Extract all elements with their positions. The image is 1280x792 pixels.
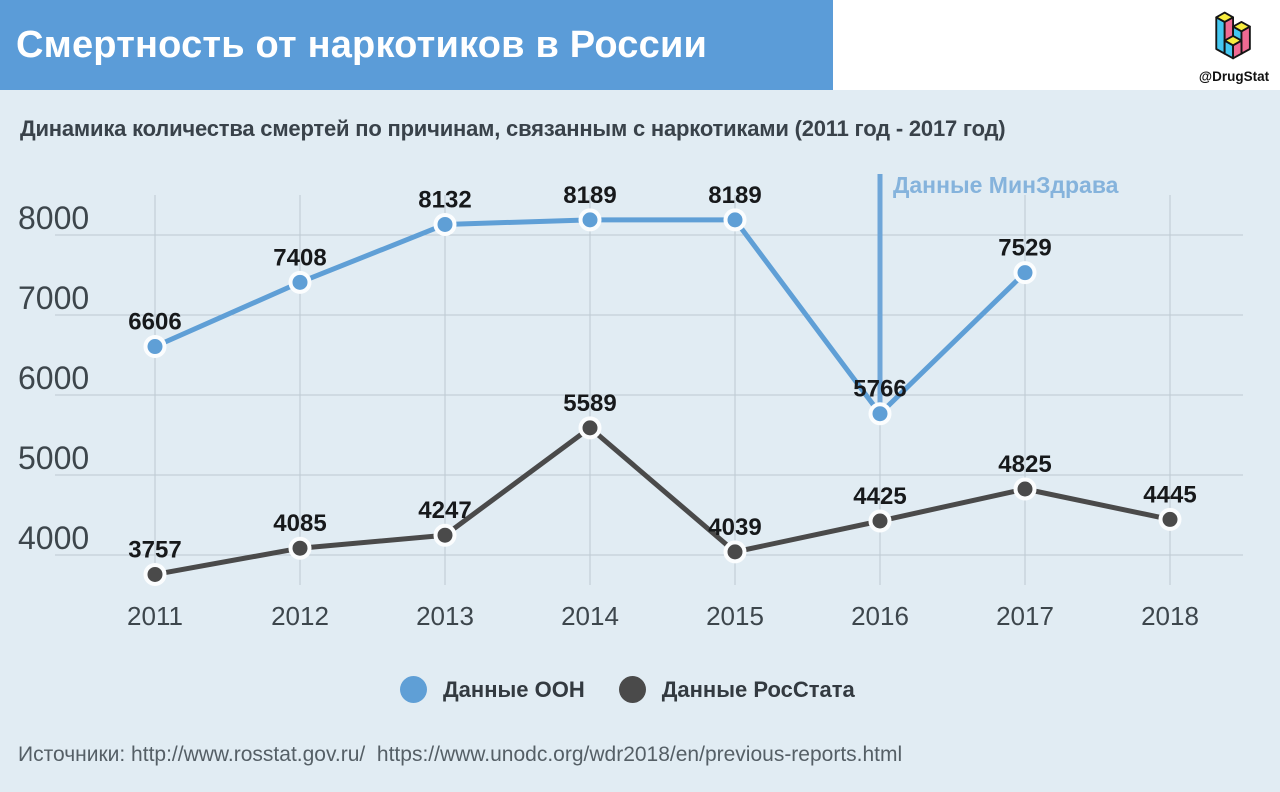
value-label: 4825 (998, 451, 1051, 478)
x-tick-label: 2014 (561, 601, 619, 631)
brand-handle: @DrugStat (1198, 69, 1270, 84)
series-line (152, 425, 1173, 577)
x-tick-label: 2012 (271, 601, 329, 631)
value-label: 5589 (563, 390, 616, 417)
data-point (288, 270, 312, 294)
data-point (868, 402, 892, 426)
x-tick-label: 2018 (1141, 601, 1199, 631)
x-tick-label: 2015 (706, 601, 764, 631)
value-label: 4445 (1143, 481, 1196, 508)
data-point (1013, 261, 1037, 285)
title-bar: Смертность от наркотиков в России (0, 0, 833, 90)
data-point (723, 540, 747, 564)
chart-legend: Данные ООН Данные РосСтата (400, 676, 855, 703)
value-label: 4425 (853, 483, 906, 510)
value-label: 4247 (418, 497, 471, 524)
data-point (433, 212, 457, 236)
legend-dot-rosstat (618, 676, 646, 703)
value-label: 4039 (708, 514, 761, 541)
value-label: 8189 (563, 182, 616, 209)
data-point (578, 416, 602, 440)
value-label: 6606 (128, 309, 181, 336)
y-tick-label: 8000 (18, 200, 89, 236)
y-tick-label: 5000 (18, 440, 89, 476)
data-point (143, 562, 167, 586)
x-tick-label: 2016 (851, 601, 909, 631)
y-tick-label: 4000 (18, 520, 89, 556)
value-label: 8189 (708, 182, 761, 209)
page-title: Смертность от наркотиков в России (16, 23, 708, 66)
minzdrav-annotation-label: Данные МинЗдрава (893, 172, 1119, 198)
value-label: 5766 (853, 376, 906, 403)
data-point (433, 523, 457, 547)
y-tick-label: 6000 (18, 360, 89, 396)
x-tick-label: 2013 (416, 601, 474, 631)
value-label: 3757 (128, 536, 181, 563)
data-point (143, 335, 167, 359)
value-label: 4085 (273, 510, 326, 537)
sources-line: Источники: http://www.rosstat.gov.ru/ ht… (18, 743, 903, 766)
chart-subtitle: Динамика количества смертей по причинам,… (20, 116, 1006, 141)
data-point (723, 208, 747, 232)
legend-label-rosstat: Данные РосСтата (661, 676, 855, 702)
data-point (868, 509, 892, 533)
data-point (578, 208, 602, 232)
data-point (288, 536, 312, 560)
x-tick-label: 2017 (996, 601, 1054, 631)
brand-badge: @DrugStat (1195, 7, 1273, 84)
value-label: 7529 (998, 235, 1051, 262)
value-label: 8132 (418, 186, 471, 213)
data-point (1158, 507, 1182, 531)
y-tick-label: 7000 (18, 280, 89, 316)
data-point (1013, 477, 1037, 501)
value-label: 7408 (273, 244, 326, 271)
drugstat-logo-icon (1215, 11, 1251, 60)
x-tick-label: 2011 (127, 601, 183, 631)
legend-dot-un (400, 676, 427, 703)
legend-label-un: Данные ООН (443, 676, 585, 702)
